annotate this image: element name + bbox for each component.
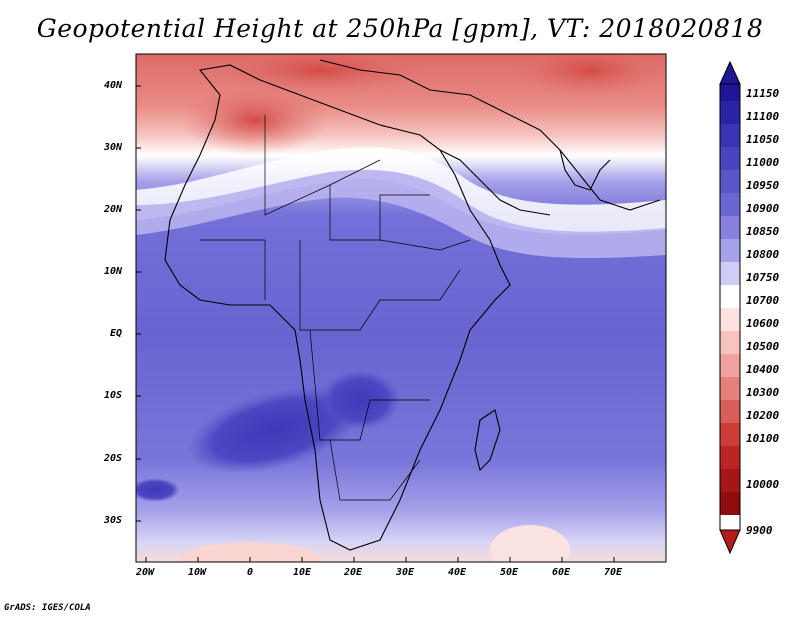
lat-label: EQ (110, 328, 123, 339)
colorbar-swatch (720, 446, 740, 469)
colorbar-swatch (720, 469, 740, 492)
lon-label: 20W (136, 567, 155, 578)
colorbar-label: 10500 (746, 340, 780, 353)
colorbar-label: 11050 (746, 133, 780, 146)
colorbar-label: 9900 (746, 524, 773, 537)
lon-label: 0 (247, 567, 254, 578)
colorbar-swatch (720, 216, 740, 239)
colorbar-swatch (720, 423, 740, 446)
lat-label: 30N (104, 142, 123, 153)
lon-label: 70E (604, 567, 623, 578)
colorbar-bottom-triangle (719, 529, 741, 555)
colorbar-swatch (720, 262, 740, 285)
lat-label: 30S (104, 515, 123, 526)
lon-label: 50E (500, 567, 519, 578)
colorbar-label: 11150 (746, 87, 780, 100)
colorbar-label: 10100 (746, 432, 780, 445)
colorbar-label: 11000 (746, 156, 780, 169)
colorbar-top-triangle (719, 60, 741, 85)
lon-label: 20E (344, 567, 363, 578)
axis-ticks (136, 85, 615, 562)
lat-label: 40N (104, 80, 123, 91)
colorbar-label: 10200 (746, 409, 780, 422)
lon-label: 60E (552, 567, 571, 578)
colorbar-swatch (720, 400, 740, 423)
colorbar-swatch (720, 285, 740, 308)
colorbar-swatch (720, 147, 740, 170)
colorbar-label: 10000 (746, 478, 780, 491)
colorbar-label: 10800 (746, 248, 780, 261)
colorbar-swatch (720, 331, 740, 354)
colorbar-label: 11100 (746, 110, 780, 123)
colorbar-label: 10400 (746, 363, 780, 376)
colorbar-swatch (720, 377, 740, 400)
coastlines (164, 59, 661, 551)
colorbar-swatch (720, 354, 740, 377)
colorbar-label: 10850 (746, 225, 780, 238)
colorbar-label: 10750 (746, 271, 780, 284)
colorbar-label: 10950 (746, 179, 780, 192)
colorbar-label: 10600 (746, 317, 780, 330)
lon-label: 40E (448, 567, 467, 578)
lat-label: 10S (104, 390, 123, 401)
map-title: Geopotential Height at 250hPa [gpm], VT:… (36, 14, 764, 43)
colorbar-swatch (720, 492, 740, 515)
colorbar (719, 60, 741, 555)
colorbar-swatch (720, 170, 740, 193)
colorbar-swatch (720, 308, 740, 331)
lon-label: 10W (188, 567, 207, 578)
country-borders (200, 115, 471, 501)
colorbar-swatch (720, 101, 740, 124)
colorbar-label: 10900 (746, 202, 780, 215)
lon-label: 30E (396, 567, 415, 578)
colorbar-swatch (720, 193, 740, 216)
lat-label: 10N (104, 266, 123, 277)
contour-field (136, 54, 666, 562)
lat-label: 20S (104, 453, 123, 464)
grads-credit: GrADS: IGES/COLA (4, 603, 91, 613)
colorbar-label: 10300 (746, 386, 780, 399)
colorbar-swatch (720, 84, 740, 101)
colorbar-swatch (720, 124, 740, 147)
lat-label: 20N (104, 204, 123, 215)
colorbar-swatch (720, 239, 740, 262)
colorbar-label: 10700 (746, 294, 780, 307)
map-frame (135, 53, 667, 563)
lon-label: 10E (293, 567, 312, 578)
